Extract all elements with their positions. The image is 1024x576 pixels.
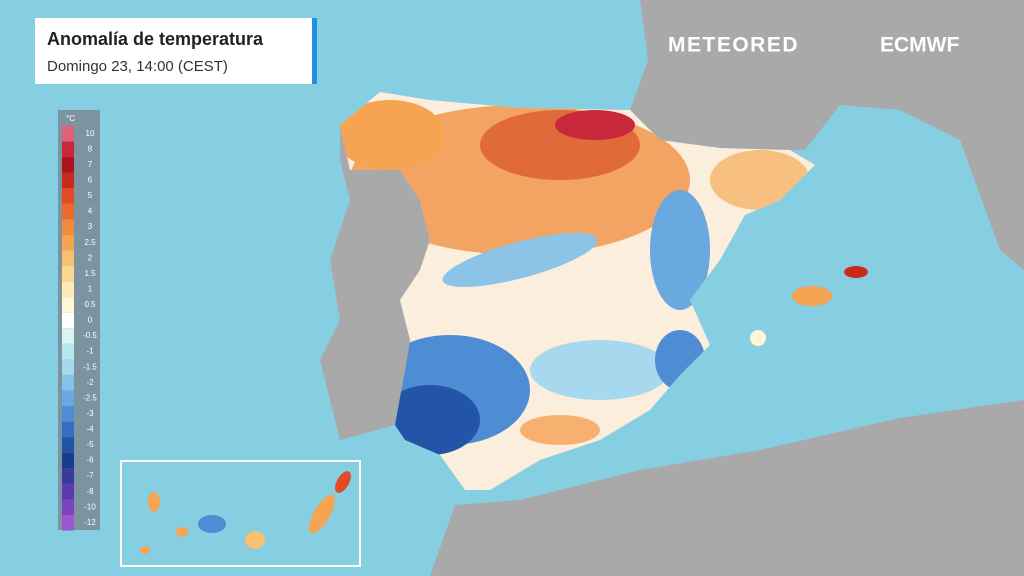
legend-label: 1.5 <box>84 269 96 278</box>
island <box>140 546 150 554</box>
legend-swatch <box>62 374 74 391</box>
legend-label: -2 <box>86 378 94 387</box>
legend-label: -12 <box>84 518 96 527</box>
legend-label: 7 <box>88 160 93 169</box>
france <box>630 0 1024 270</box>
legend-swatch <box>62 421 74 438</box>
title-accent <box>312 18 317 84</box>
menorca <box>844 266 868 278</box>
legend-swatch <box>62 203 74 220</box>
legend-swatch <box>62 406 74 422</box>
legend-label: -1 <box>86 347 94 356</box>
island <box>309 494 335 534</box>
legend-label: -3 <box>86 409 94 418</box>
island <box>148 492 160 512</box>
legend-label: -5 <box>86 440 94 449</box>
legend-swatch <box>62 515 74 531</box>
legend-swatch <box>62 126 74 142</box>
legend-label: -2.5 <box>83 393 97 402</box>
legend-label: 6 <box>88 176 93 185</box>
legend-swatch <box>62 172 74 189</box>
legend-label: -6 <box>86 456 94 465</box>
legend-swatch <box>62 343 74 360</box>
legend-label: -4 <box>86 425 94 434</box>
legend-label: 2.5 <box>84 238 96 247</box>
mallorca <box>792 286 832 306</box>
legend-swatch <box>62 437 74 453</box>
legend-label: -1.5 <box>83 362 97 371</box>
ibiza <box>750 330 766 346</box>
title: Anomalía de temperatura <box>47 29 264 49</box>
island <box>176 527 188 537</box>
legend-swatch <box>62 219 74 235</box>
legend-swatch <box>62 297 74 313</box>
africa <box>430 400 1024 576</box>
island <box>335 471 351 493</box>
legend-label: -0.5 <box>83 331 97 340</box>
legend-swatch <box>62 483 74 500</box>
legend-label: -10 <box>84 502 96 511</box>
title-box <box>35 18 317 84</box>
legend-swatch <box>62 234 74 251</box>
canary-inset <box>120 460 361 567</box>
legend-unit: °C <box>66 114 75 123</box>
legend-label: 8 <box>88 144 93 153</box>
subtitle: Domingo 23, 14:00 (CEST) <box>47 58 228 75</box>
legend-label: -8 <box>86 487 94 496</box>
legend-swatch <box>62 188 74 204</box>
legend-label: 1 <box>88 284 93 293</box>
legend-swatch <box>62 359 74 375</box>
legend-swatch <box>62 157 74 173</box>
legend-swatch <box>62 328 74 344</box>
island <box>245 531 265 549</box>
legend-swatch <box>62 250 74 267</box>
legend-swatch <box>62 499 74 515</box>
legend-swatch <box>62 452 74 469</box>
legend-swatch <box>62 141 74 158</box>
legend-label: -7 <box>86 471 94 480</box>
legend-label: 3 <box>88 222 93 231</box>
legend-swatch <box>62 266 74 282</box>
island <box>198 515 226 533</box>
legend-label: 2 <box>88 253 93 262</box>
partner-logo: ECMWF <box>880 34 959 57</box>
legend-label: 5 <box>88 191 93 200</box>
brand-logo: METEORED <box>668 34 799 57</box>
legend-label: 0.5 <box>84 300 96 309</box>
legend-label: 4 <box>88 207 93 216</box>
legend: 10 8 7 6 5 4 3 2.5 2 1.5 1 0.5 0 -0.5 -1 -1.5 -2 -2.5 -3 -4… <box>62 126 97 531</box>
legend-swatch <box>62 390 74 407</box>
legend-swatch <box>62 468 74 484</box>
legend-label: 10 <box>86 129 95 138</box>
legend-swatch <box>62 312 74 329</box>
legend-label: 0 <box>88 316 93 325</box>
legend-swatch <box>62 281 74 298</box>
